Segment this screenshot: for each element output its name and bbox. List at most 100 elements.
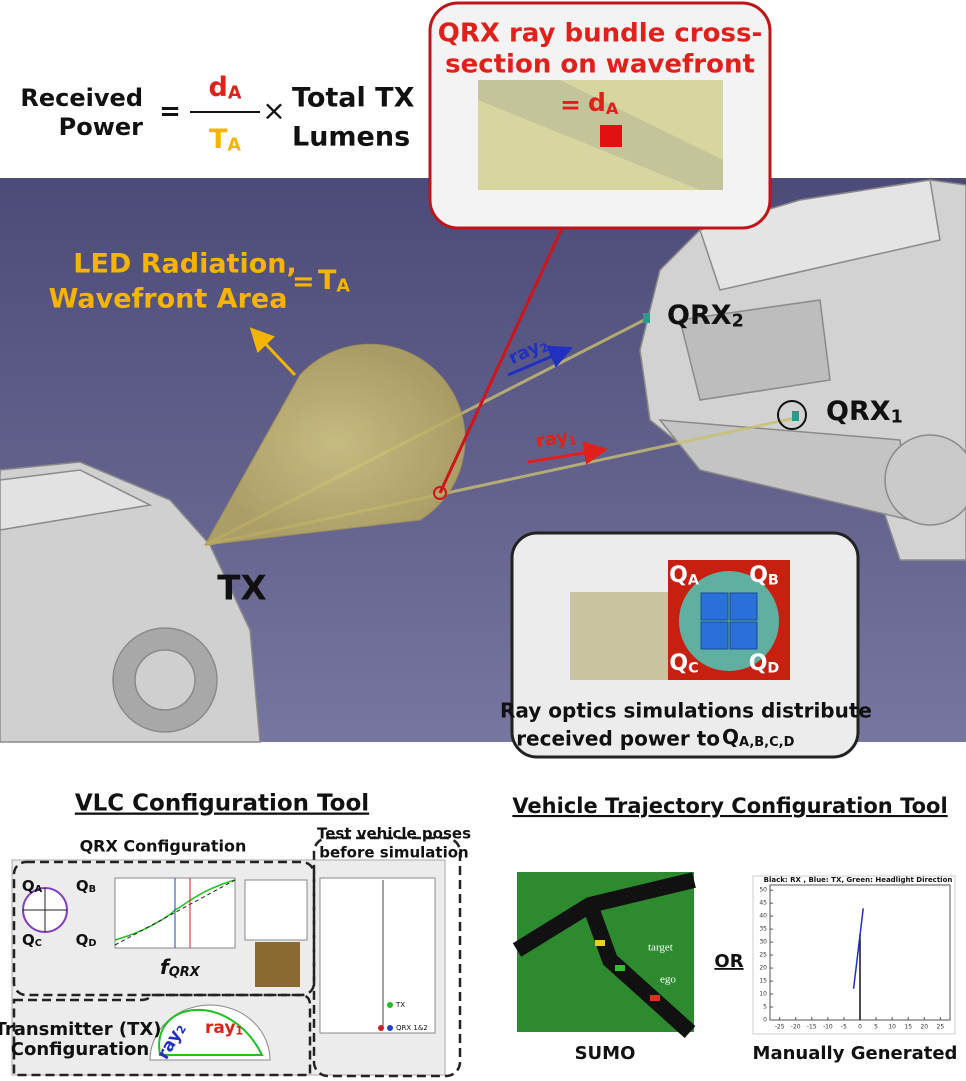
qrx1-label-sub: 1 <box>891 407 903 427</box>
formula-rhs: Total TX <box>292 83 415 114</box>
formula-numerator-sub: A <box>228 83 242 103</box>
led-cone <box>204 343 466 546</box>
callout-title: QRX ray bundle cross- <box>438 19 762 49</box>
quadrant-label-sub: D <box>767 660 779 676</box>
tool-quadrant-sub: D <box>88 938 96 949</box>
tool-quadrant-main: Q <box>22 931 35 949</box>
quadrant-label: QC <box>669 651 698 676</box>
tx-box <box>12 993 312 1077</box>
poses-label: before simulation <box>319 844 468 862</box>
manual-label: Manually Generated <box>753 1043 958 1064</box>
led-label: Wavefront Area <box>49 284 288 315</box>
led-symbol: TA <box>318 265 350 297</box>
polar-plot <box>149 1004 271 1061</box>
sumo-tag: ego <box>660 974 676 986</box>
callout-label: dA <box>588 88 619 117</box>
tx-config-label: Configuration <box>11 1039 149 1060</box>
quadrant-label: QA <box>669 563 699 588</box>
qrx-box <box>12 860 316 997</box>
callout-title: section on wavefront <box>445 50 755 80</box>
manual-plot <box>752 875 956 1035</box>
qrx-quadrants <box>700 592 758 650</box>
qrx2-label-sub: 2 <box>732 311 744 331</box>
y-tick-label: 40 <box>759 913 767 920</box>
x-tick-label: 5 <box>874 1024 878 1031</box>
pose-tag: QRX 1&2 <box>396 1024 428 1032</box>
y-tick-label: 30 <box>759 939 767 946</box>
tool-quadrant-main: Q <box>76 877 89 895</box>
fqrx-label-main: f <box>160 955 171 979</box>
led-arrow <box>249 327 297 377</box>
formula-times: × <box>262 94 285 127</box>
formula-numerator: dA <box>209 72 242 104</box>
pd-photo <box>255 942 300 987</box>
quadrant-label-sub: B <box>768 572 779 588</box>
qrx2-label: QRX2 <box>667 300 744 332</box>
tool-quadrant: QC <box>22 931 42 949</box>
x-tick-label: -25 <box>775 1024 785 1031</box>
tx-config-label: Transmitter (TX) <box>0 1019 161 1040</box>
poses-label: Test vehicle poses <box>317 825 471 843</box>
qrx2-dot <box>643 313 650 323</box>
lens-diagram <box>244 879 308 941</box>
tool-quadrant: QB <box>76 877 96 895</box>
x-tick-label: -5 <box>841 1024 847 1031</box>
inset-caption: Ray optics simulations distribute <box>500 699 872 723</box>
y-tick-label: 10 <box>759 991 767 998</box>
inset-caption-symbol-sub: A,B,C,D <box>739 734 795 749</box>
y-tick-label: 50 <box>759 887 767 894</box>
x-tick-label: 20 <box>920 1024 928 1031</box>
or-label: OR <box>714 951 743 972</box>
y-tick-label: 35 <box>759 926 767 933</box>
y-tick-label: 15 <box>759 978 767 985</box>
left-car <box>0 461 261 743</box>
vlc-title: VLC Configuration Tool <box>75 791 369 817</box>
y-tick-label: 5 <box>763 1004 767 1011</box>
formula-equals: = <box>159 97 181 127</box>
pointer-circle <box>433 486 447 500</box>
tool-quadrant-sub: C <box>35 938 42 949</box>
qrx1-ring <box>777 400 807 430</box>
qrx1-label: QRX1 <box>826 396 903 428</box>
sumo-tag: target <box>648 942 673 954</box>
inset-caption-symbol-main: Q <box>722 725 739 749</box>
formula-denominator-main: T <box>209 124 228 155</box>
tx-label: TX <box>217 569 266 609</box>
x-tick-label: 0 <box>858 1024 862 1031</box>
x-tick-label: 10 <box>888 1024 896 1031</box>
tool-ray1: ray1 <box>205 1018 243 1038</box>
x-tick-label: -20 <box>791 1024 801 1031</box>
y-tick-label: 0 <box>763 1017 767 1024</box>
y-tick-label: 45 <box>759 900 767 907</box>
x-tick-label: -15 <box>807 1024 817 1031</box>
fqrx-label-sub: QRX <box>169 964 201 979</box>
led-symbol-sub: A <box>336 276 350 296</box>
tool-quadrant-main: Q <box>76 931 89 949</box>
poses-box <box>312 836 462 1078</box>
da-spot <box>600 125 622 147</box>
ray1-arrow <box>527 441 608 465</box>
quadrant-label-sub: A <box>688 572 699 588</box>
right-car <box>639 179 966 561</box>
callout-label-sub: A <box>606 98 619 117</box>
ray1-label: ray1 <box>534 425 577 451</box>
ray1-label-sub: 1 <box>567 432 577 447</box>
quadrant-label: QB <box>749 563 779 588</box>
quadrant-label-main: Q <box>669 563 688 588</box>
tool-quadrant: QD <box>76 931 97 949</box>
formula-denominator-sub: A <box>227 135 241 155</box>
tool-ray1-main: ray <box>205 1018 235 1038</box>
formula-lhs: Power <box>59 113 144 141</box>
tool-quadrant: QA <box>22 877 43 895</box>
callout-label-main: d <box>588 88 606 117</box>
x-tick-label: 25 <box>937 1024 945 1031</box>
tool-quadrant-sub: B <box>89 884 96 895</box>
y-tick-label: 20 <box>759 965 767 972</box>
formula-denominator: TA <box>209 124 241 156</box>
ray2-arrow <box>507 345 574 377</box>
callout-equals: = <box>560 90 581 119</box>
formula-numerator-main: d <box>209 72 228 103</box>
tool-ray1-sub: 1 <box>235 1024 243 1037</box>
